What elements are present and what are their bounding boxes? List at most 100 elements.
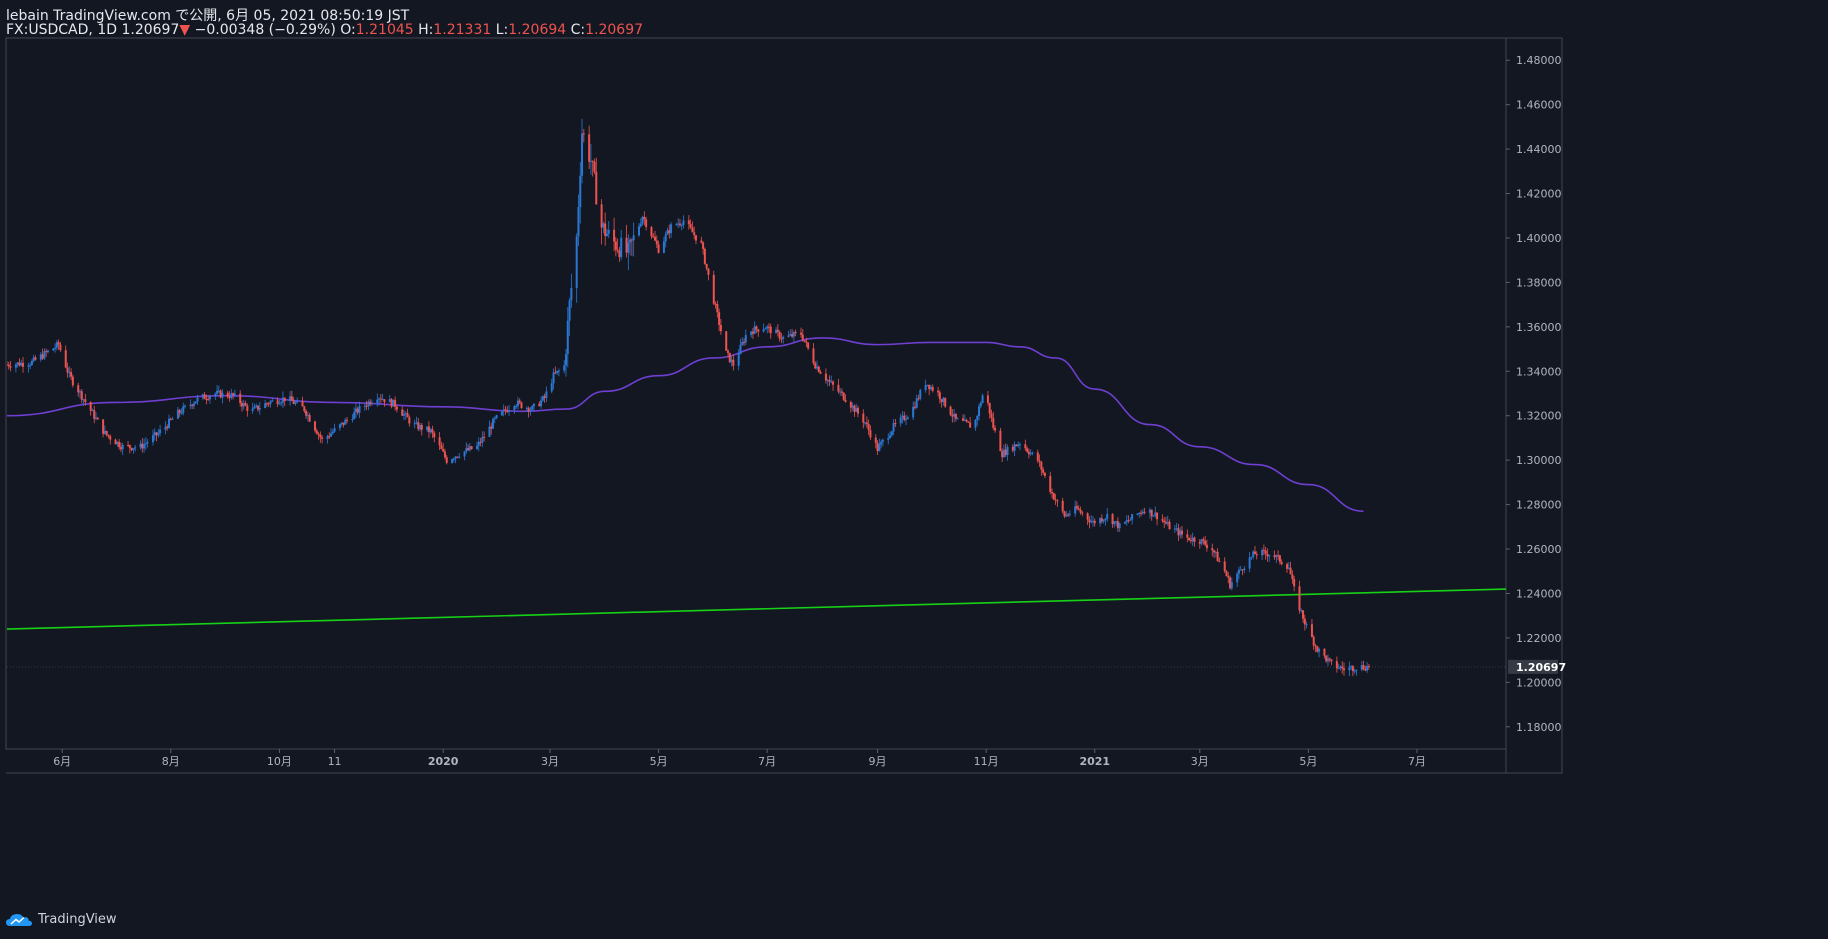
symbol-label[interactable]: FX:USDCAD xyxy=(6,22,89,38)
candle-body xyxy=(283,397,286,401)
candle-body xyxy=(714,303,717,305)
candle-body xyxy=(1079,509,1082,513)
candle-body xyxy=(66,367,69,373)
candle-body xyxy=(321,437,324,439)
candle-body xyxy=(545,391,548,398)
candle-body xyxy=(203,394,206,399)
candle-body xyxy=(313,421,316,431)
candle-body xyxy=(1225,571,1228,577)
candle-body xyxy=(1243,568,1246,570)
candle-body xyxy=(9,366,12,368)
candle-body xyxy=(351,419,354,421)
candle-body xyxy=(205,398,208,400)
candle-body xyxy=(1302,610,1305,619)
candle-body xyxy=(817,366,820,373)
candle-body xyxy=(289,396,292,401)
candle-body xyxy=(68,372,71,374)
candle-body xyxy=(520,402,523,408)
candle-body xyxy=(280,402,283,404)
footer-brand[interactable]: TradingView xyxy=(6,912,117,927)
candle-body xyxy=(826,380,829,382)
candle-body xyxy=(442,449,445,452)
candle-body xyxy=(532,403,535,407)
candle-body xyxy=(1156,512,1159,520)
candle-body xyxy=(602,223,605,228)
candle-body xyxy=(59,344,62,351)
candle-body xyxy=(563,365,566,371)
candle-body xyxy=(737,353,740,366)
candle-body xyxy=(842,392,845,400)
candle-body xyxy=(570,287,573,301)
candle-body xyxy=(593,161,596,172)
candle-body xyxy=(233,393,236,396)
candle-body xyxy=(1266,553,1269,557)
candle-body xyxy=(490,426,493,429)
candle-body xyxy=(755,326,758,330)
y-tick-label: 1.44000 xyxy=(1516,143,1562,156)
candle-body xyxy=(114,439,117,445)
candle-body xyxy=(340,422,343,425)
candle-body xyxy=(331,431,334,434)
candle-body xyxy=(881,439,884,442)
candle-body xyxy=(807,342,810,349)
candle-body xyxy=(557,370,560,372)
candle-body xyxy=(417,422,420,430)
candle-body xyxy=(84,399,87,403)
y-tick-label: 1.20000 xyxy=(1516,676,1562,689)
candle-body xyxy=(333,428,336,432)
x-tick-label: 5月 xyxy=(1299,755,1317,768)
candle-body xyxy=(182,406,185,413)
candle-body xyxy=(433,432,436,438)
y-tick-label: 1.34000 xyxy=(1516,365,1562,378)
candle-body xyxy=(105,430,108,435)
candle-body xyxy=(691,227,694,233)
candle-body xyxy=(1015,444,1018,447)
candle-body xyxy=(969,422,972,428)
candle-body xyxy=(874,437,877,443)
candle-body xyxy=(419,424,422,430)
candle-body xyxy=(1127,520,1130,522)
candle-body xyxy=(470,446,473,449)
candle-body xyxy=(732,359,735,366)
candle-body xyxy=(64,350,67,368)
candle-body xyxy=(45,351,48,353)
candle-body xyxy=(219,390,222,398)
candle-body xyxy=(801,334,804,341)
candle-body xyxy=(456,456,459,458)
candle-body xyxy=(39,354,42,360)
candle-body xyxy=(516,400,519,407)
candle-body xyxy=(1038,460,1041,462)
candle-body xyxy=(1164,522,1167,524)
interval-label[interactable]: 1D xyxy=(97,22,118,38)
candle-body xyxy=(931,387,934,391)
candle-body xyxy=(707,268,710,275)
candle-body xyxy=(7,364,10,367)
candle-body xyxy=(164,426,167,430)
candle-body xyxy=(70,372,73,377)
candle-body xyxy=(194,401,197,404)
candle-body xyxy=(427,426,430,433)
candle-body xyxy=(629,239,632,243)
candle-body xyxy=(630,239,633,241)
candle-body xyxy=(1173,528,1176,530)
candle-body xyxy=(1250,556,1253,558)
candle-body xyxy=(620,237,623,258)
candle-body xyxy=(1277,555,1280,557)
candle-body xyxy=(915,398,918,408)
candle-body xyxy=(928,384,931,390)
close-value: 1.20697 xyxy=(585,22,644,38)
candle-body xyxy=(1001,451,1004,458)
candle-body xyxy=(139,443,142,448)
candle-body xyxy=(1124,521,1127,524)
candle-body xyxy=(929,387,932,390)
candle-body xyxy=(143,444,146,449)
candle-body xyxy=(780,338,783,340)
candle-body xyxy=(689,224,692,228)
candle-body xyxy=(228,396,231,398)
candle-body xyxy=(1339,666,1342,668)
candle-body xyxy=(426,426,429,430)
candle-body xyxy=(1051,492,1054,494)
candle-body xyxy=(132,448,135,451)
candle-body xyxy=(226,392,229,397)
